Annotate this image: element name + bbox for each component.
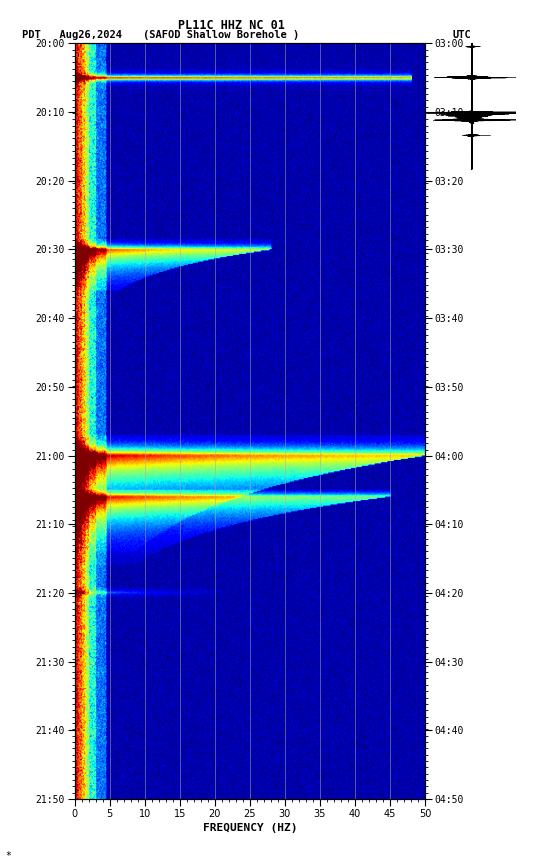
X-axis label: FREQUENCY (HZ): FREQUENCY (HZ) <box>203 823 297 833</box>
Text: *: * <box>6 851 12 861</box>
Text: (SAFOD Shallow Borehole ): (SAFOD Shallow Borehole ) <box>142 30 299 41</box>
Text: PL11C HHZ NC 01: PL11C HHZ NC 01 <box>178 19 285 32</box>
Text: UTC: UTC <box>453 30 471 41</box>
Text: PDT   Aug26,2024: PDT Aug26,2024 <box>22 30 122 41</box>
